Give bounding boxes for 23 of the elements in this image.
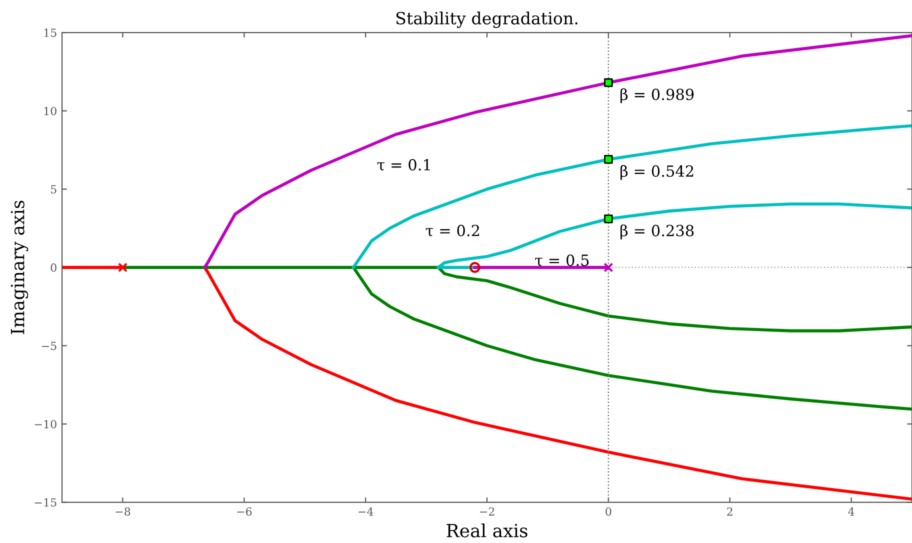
x-tick-label: 2	[727, 507, 732, 516]
x-tick-label: 4	[848, 507, 854, 516]
annotation: β = 0.238	[620, 224, 694, 240]
y-tick-label: 10	[44, 106, 56, 116]
annotation: τ = 0.2	[426, 224, 480, 236]
x-tick-label: −8	[116, 507, 130, 516]
annotation: β = 0.989	[620, 88, 694, 104]
x-tick-label: −2	[480, 507, 494, 516]
x-axis-title: Real axis	[446, 523, 528, 538]
annotation: τ = 0.1	[377, 158, 430, 171]
y-axis-title: Imaginary axis	[10, 200, 28, 334]
chart-title: Stability degradation.	[396, 12, 578, 28]
y-tick-label: 0	[50, 263, 56, 272]
y-tick-label: 5	[51, 185, 56, 194]
x-tick-label: 0	[606, 507, 612, 516]
x-tick-label: −4	[358, 507, 374, 516]
annotation: τ = 0.5	[535, 254, 589, 266]
y-tick-label: −5	[42, 342, 56, 350]
annotation: β = 0.542	[620, 164, 694, 180]
x-tick-label: −6	[237, 507, 252, 516]
y-tick-label: 15	[44, 28, 56, 37]
y-tick-label: −10	[34, 420, 56, 428]
y-tick-label: −15	[34, 498, 56, 507]
